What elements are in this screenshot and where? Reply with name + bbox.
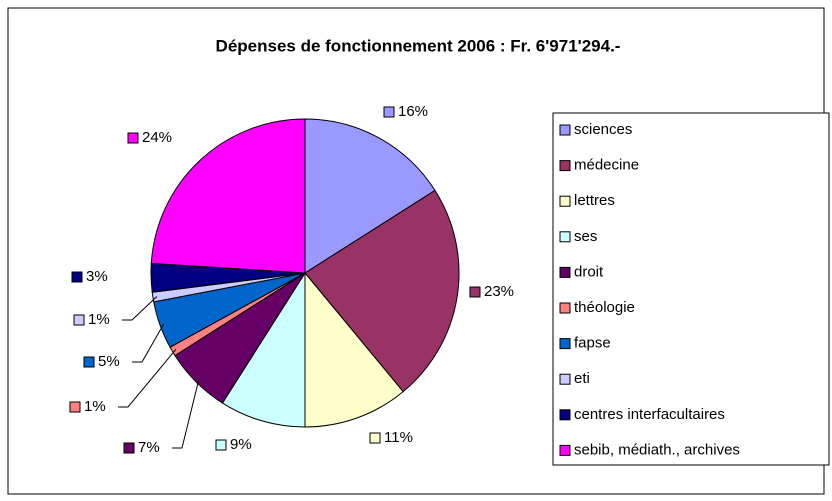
data-label: 11% (384, 429, 413, 446)
label-key (469, 286, 481, 298)
legend-key (559, 338, 571, 350)
label-key (383, 106, 395, 118)
label-key (83, 356, 95, 368)
legend-label: médecine (574, 157, 639, 174)
legend-key (559, 373, 571, 385)
legend-label: droit (574, 263, 604, 280)
legend-label: sebib, médiath., archives (574, 441, 740, 458)
leader-line (172, 378, 200, 449)
legend-label: sciences (574, 121, 632, 138)
legend-label: centres interfacultaires (574, 406, 725, 423)
data-label: 7% (138, 439, 160, 456)
pie-slice (304, 189, 460, 393)
legend-label: fapse (574, 335, 611, 352)
label-key (73, 314, 85, 326)
chart-title: Dépenses de fonctionnement 2006 : Fr. 6'… (216, 36, 621, 55)
pie-slice (304, 118, 436, 274)
data-label: 16% (398, 103, 428, 120)
pie-slice (150, 118, 306, 274)
data-label: 1% (84, 398, 106, 415)
data-label: 23% (484, 283, 514, 300)
leader-line (122, 296, 158, 321)
data-label: 3% (86, 268, 108, 285)
legend-key (559, 124, 571, 136)
legend-key (559, 266, 571, 278)
label-key (69, 401, 81, 413)
legend-key (559, 160, 571, 172)
legend-key (559, 195, 571, 207)
legend-key (559, 444, 571, 456)
leader-line (132, 323, 165, 363)
data-label: 24% (142, 129, 172, 146)
pie-slice (304, 271, 404, 428)
data-label: 1% (88, 311, 110, 328)
legend-label: lettres (574, 192, 615, 209)
leader-line (118, 349, 177, 408)
label-key (127, 132, 139, 144)
label-key (123, 442, 135, 454)
legend-key (559, 302, 571, 314)
pie-slice (221, 271, 306, 428)
legend-key (559, 231, 571, 243)
label-key (369, 432, 381, 444)
legend-label: eti (574, 370, 590, 387)
label-key (71, 271, 83, 283)
label-key (215, 439, 227, 451)
data-label: 9% (230, 436, 252, 453)
legend-key (559, 409, 571, 421)
data-label: 5% (98, 353, 120, 370)
legend-box (552, 112, 830, 466)
legend-label: théologie (574, 299, 635, 316)
legend-label: ses (574, 228, 597, 245)
